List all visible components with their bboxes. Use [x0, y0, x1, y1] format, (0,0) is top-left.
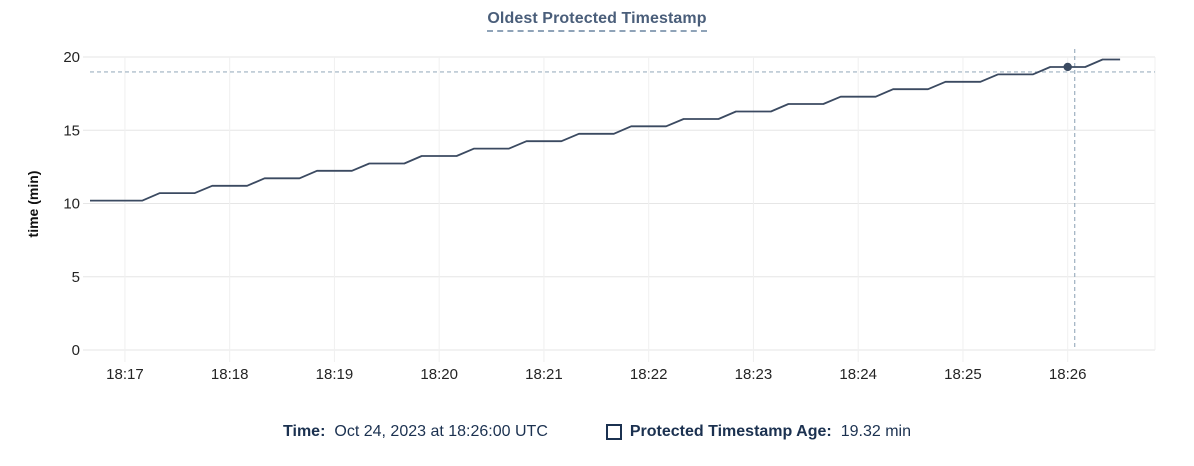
series-swatch-icon[interactable]: [605, 424, 622, 440]
x-tick-label: 18:21: [525, 366, 563, 383]
chart-title-row: Oldest Protected Timestamp: [0, 10, 1194, 32]
y-axis-title: time (min): [25, 170, 41, 238]
x-tick-label: 18:26: [1049, 366, 1087, 383]
chart-legend: Time: Oct 24, 2023 at 18:26:00 UTC Prote…: [0, 423, 1194, 441]
legend-series-group: Protected Timestamp Age: 19.32 min: [605, 423, 911, 441]
chart-plot-area[interactable]: 0 5 10 15 20 18:17 18:18 18:19 18:20 18:21 18:22 18…: [0, 0, 1194, 410]
hover-point-dot: [1063, 62, 1072, 72]
legend-time-label: Time:: [283, 423, 326, 440]
y-tick-label: 0: [72, 342, 80, 359]
x-tick-label: 18:20: [420, 366, 458, 383]
x-tick-label: 18:24: [839, 366, 877, 383]
series-line: [90, 58, 1121, 202]
legend-time-value: Oct 24, 2023 at 18:26:00 UTC: [334, 423, 548, 440]
x-tick-label: 18:25: [944, 366, 982, 383]
y-tick-label: 15: [63, 122, 80, 139]
x-tick-label: 18:19: [316, 366, 354, 383]
legend-series-value: 19.32 min: [840, 423, 911, 440]
y-tick-label: 20: [63, 49, 80, 66]
legend-time-group: Time: Oct 24, 2023 at 18:26:00 UTC: [283, 423, 548, 441]
legend-series-label: Protected Timestamp Age:: [629, 423, 832, 440]
y-tick-label: 5: [72, 269, 80, 286]
x-tick-label: 18:17: [106, 366, 144, 383]
x-tick-label: 18:22: [630, 366, 668, 383]
chart-title[interactable]: Oldest Protected Timestamp: [487, 10, 707, 32]
y-tick-label: 10: [63, 196, 80, 213]
x-tick-label: 18:23: [735, 366, 773, 383]
x-tick-label: 18:18: [211, 366, 249, 383]
